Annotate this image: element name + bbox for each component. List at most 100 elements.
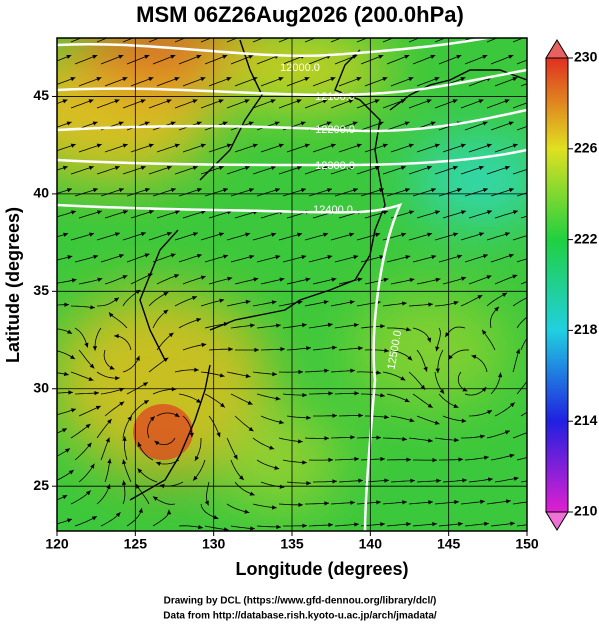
stream-arrow <box>62 165 68 171</box>
stream-arrow <box>114 33 119 37</box>
stream-arrow <box>349 232 355 237</box>
stream-arrow <box>114 232 120 237</box>
streamline <box>174 38 186 43</box>
stream-arrow <box>193 475 198 481</box>
stream-arrow <box>348 99 354 104</box>
stream-arrow <box>196 54 202 59</box>
stream-arrow <box>406 522 411 527</box>
stream-arrow <box>144 187 150 193</box>
stream-arrow <box>70 354 75 360</box>
stream-arrow <box>114 99 120 104</box>
stream-arrow <box>453 301 459 306</box>
stream-arrow <box>166 33 171 37</box>
stream-arrow <box>170 187 176 193</box>
stream-arrow <box>508 54 514 59</box>
stream-arrow <box>275 396 281 401</box>
stream-arrow <box>482 329 487 335</box>
stream-arrow <box>200 77 206 82</box>
stream-arrow <box>445 332 450 338</box>
stream-arrow <box>62 428 68 433</box>
stream-arrow <box>538 77 543 81</box>
streamline <box>486 38 498 43</box>
stream-arrow <box>400 99 406 104</box>
stream-arrow <box>89 363 95 369</box>
stream-arrow <box>92 188 98 193</box>
contour-label: 12000.0 <box>280 62 320 74</box>
stream-arrow <box>512 274 518 279</box>
stream-arrow <box>107 418 112 424</box>
colorbar-extend-high <box>545 39 569 59</box>
streamline <box>520 480 527 483</box>
streamline <box>226 38 238 43</box>
stream-arrow <box>527 375 531 380</box>
stream-arrow <box>297 300 303 305</box>
stream-arrow <box>271 232 277 237</box>
stream-arrow <box>118 254 124 259</box>
stream-arrow <box>536 403 541 407</box>
stream-arrow <box>68 470 74 475</box>
stream-arrow <box>509 402 515 408</box>
stream-arrow <box>404 188 410 193</box>
stream-arrow <box>504 99 510 104</box>
stream-arrow <box>374 165 380 171</box>
stream-arrow <box>194 367 199 372</box>
stream-arrow <box>352 121 358 126</box>
stream-arrow <box>461 418 467 424</box>
stream-arrow <box>383 210 389 215</box>
stream-arrow <box>170 121 176 126</box>
stream-arrow <box>332 413 337 418</box>
stream-arrow <box>122 459 127 465</box>
stream-arrow <box>163 309 169 315</box>
stream-arrow <box>135 355 140 361</box>
stream-arrow <box>109 365 115 370</box>
stream-arrow <box>529 330 534 335</box>
stream-arrow <box>530 33 535 37</box>
stream-arrow <box>279 277 285 282</box>
stream-arrow <box>512 77 518 82</box>
stream-arrow <box>88 99 94 104</box>
stream-arrow <box>254 347 259 353</box>
stream-arrow <box>302 523 307 528</box>
stream-arrow <box>274 188 280 193</box>
stream-arrow <box>279 419 284 425</box>
streamline <box>516 524 527 527</box>
stream-arrow <box>453 232 459 237</box>
stream-arrow <box>358 478 363 483</box>
stream-arrow <box>218 33 223 37</box>
stream-arrow <box>508 188 514 193</box>
stream-arrow <box>213 515 219 520</box>
stream-arrow <box>252 77 258 82</box>
stream-arrow <box>300 188 306 193</box>
stream-arrow <box>108 312 114 318</box>
stream-arrow <box>510 521 515 526</box>
stream-arrow <box>448 354 453 360</box>
stream-arrow <box>356 77 362 82</box>
footer-line: Drawing by DCL (https://www.gfd-dennou.o… <box>164 596 437 607</box>
streamline <box>516 316 527 329</box>
stream-arrow <box>200 143 206 148</box>
stream-arrow <box>402 301 407 306</box>
stream-arrow <box>270 99 276 104</box>
stream-arrow <box>430 54 436 59</box>
x-tick-label: 120 <box>45 536 69 552</box>
stream-arrow <box>454 437 459 443</box>
stream-arrow <box>194 455 200 461</box>
stream-arrow <box>301 255 307 260</box>
stream-arrow <box>508 121 514 126</box>
stream-arrow <box>384 478 389 483</box>
stream-arrow <box>405 327 411 332</box>
stream-arrow <box>480 434 485 439</box>
stream-arrow <box>278 77 284 82</box>
stream-arrow <box>380 522 385 527</box>
stream-arrow <box>271 300 277 305</box>
stream-arrow <box>322 165 328 171</box>
stream-arrow <box>91 516 97 521</box>
stream-arrow <box>535 254 540 258</box>
stream-arrow <box>428 302 433 307</box>
stream-arrow <box>152 496 158 501</box>
stream-arrow <box>196 398 202 403</box>
stream-arrow <box>497 372 503 378</box>
stream-arrow <box>354 522 359 527</box>
stream-arrow <box>405 255 411 260</box>
stream-arrow <box>536 521 541 525</box>
